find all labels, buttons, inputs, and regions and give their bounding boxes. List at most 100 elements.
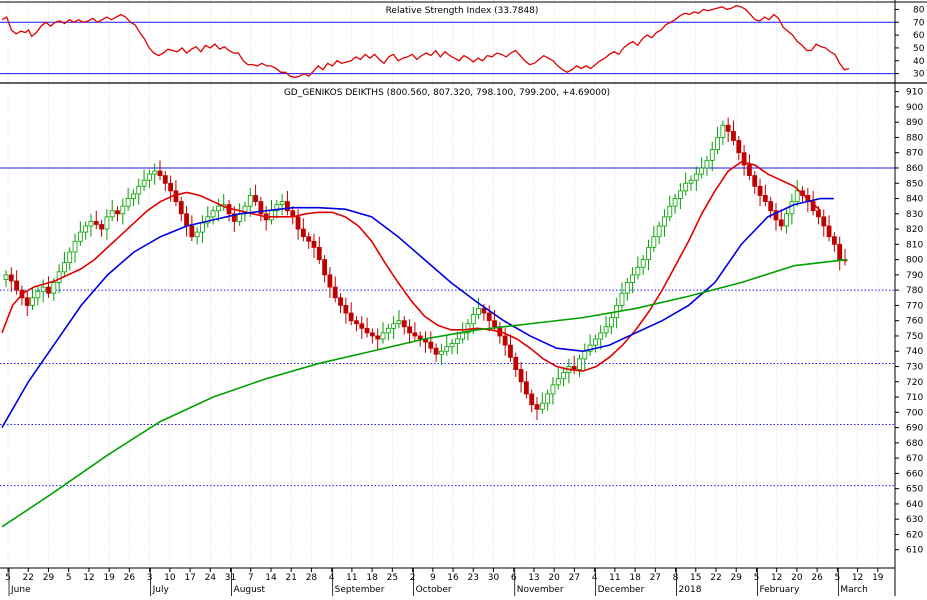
price-tick-label: 720 bbox=[906, 378, 923, 388]
candle-body bbox=[88, 221, 94, 227]
candle-body bbox=[747, 164, 752, 177]
time-tick-label: 22 bbox=[23, 573, 34, 583]
time-tick-label: 4 bbox=[592, 573, 598, 583]
moving-average-line-3 bbox=[1, 258, 848, 528]
candle-body bbox=[141, 179, 147, 187]
month-label: 2018 bbox=[679, 585, 702, 595]
candle-body bbox=[831, 236, 837, 245]
time-tick-label: 16 bbox=[447, 573, 459, 583]
candle-body bbox=[720, 124, 726, 138]
price-tick-label: 760 bbox=[906, 317, 923, 327]
time-tick-label: 5 bbox=[5, 573, 11, 583]
candle-body bbox=[550, 384, 556, 395]
candle-body bbox=[391, 323, 397, 329]
candle-body bbox=[125, 198, 131, 207]
time-tick-label: 11 bbox=[609, 573, 620, 583]
candle-body bbox=[173, 190, 179, 202]
candle-body bbox=[736, 140, 742, 154]
time-tick-label: 26 bbox=[124, 573, 136, 583]
price-tick-label: 780 bbox=[906, 286, 923, 296]
time-tick-label: 25 bbox=[387, 573, 398, 583]
candle-body bbox=[332, 286, 338, 299]
candle-body bbox=[3, 274, 9, 280]
candle-body bbox=[348, 312, 354, 322]
candle-body bbox=[837, 243, 843, 261]
candle-body bbox=[603, 326, 609, 334]
candle-body bbox=[338, 297, 343, 306]
price-tick-label: 750 bbox=[906, 332, 923, 342]
candle-body bbox=[104, 216, 110, 230]
candle-body bbox=[428, 341, 434, 349]
candle-body bbox=[773, 210, 779, 221]
price-panel-title: GD_GENIKOS DEIKTHS (800.560, 807.320, 79… bbox=[284, 88, 610, 98]
rsi-tick-label: 50 bbox=[913, 44, 925, 54]
time-tick-label: 29 bbox=[43, 573, 55, 583]
time-tick-label: 4 bbox=[329, 573, 335, 583]
candle-body bbox=[253, 195, 258, 202]
candle-body bbox=[67, 251, 73, 264]
candle-body bbox=[667, 205, 673, 218]
rsi-tick-label: 70 bbox=[913, 18, 925, 28]
time-tick-label: 20 bbox=[791, 573, 803, 583]
candle-body bbox=[513, 356, 519, 370]
month-label: September bbox=[335, 585, 385, 595]
candle-body bbox=[258, 201, 264, 215]
candle-body bbox=[518, 369, 524, 383]
candle-body bbox=[561, 372, 566, 380]
rsi-panel-title: Relative Strength Index (33.7848) bbox=[386, 6, 539, 16]
candle-body bbox=[375, 335, 381, 340]
candle-body bbox=[401, 320, 407, 328]
candle-body bbox=[184, 213, 189, 227]
candle-body bbox=[311, 240, 317, 248]
candle-body bbox=[444, 346, 450, 352]
candle-body bbox=[619, 292, 625, 306]
candle-body bbox=[433, 347, 439, 355]
candle-body bbox=[8, 274, 14, 282]
price-tick-label: 900 bbox=[906, 103, 923, 113]
candle-body bbox=[784, 213, 789, 227]
candle-body bbox=[417, 335, 423, 340]
price-tick-label: 610 bbox=[906, 546, 923, 556]
candle-body bbox=[359, 323, 365, 329]
time-tick-label: 3 bbox=[147, 573, 153, 583]
candle-body bbox=[752, 175, 758, 187]
candle-body bbox=[83, 225, 89, 233]
candle-body bbox=[539, 402, 545, 410]
price-tick-label: 860 bbox=[906, 164, 923, 174]
price-tick-label: 630 bbox=[906, 515, 923, 525]
candle-body bbox=[476, 308, 482, 315]
price-tick-label: 660 bbox=[906, 469, 923, 479]
candle-body bbox=[40, 286, 46, 293]
candle-body bbox=[99, 224, 104, 230]
candle-body bbox=[157, 170, 163, 177]
price-tick-label: 800 bbox=[906, 256, 923, 266]
time-tick-label: 13 bbox=[528, 573, 539, 583]
candle-body bbox=[343, 305, 349, 314]
candles bbox=[3, 117, 848, 420]
candle-body bbox=[492, 320, 497, 328]
candle-body bbox=[683, 182, 689, 192]
candle-body bbox=[677, 190, 683, 199]
rsi-tick-label: 60 bbox=[913, 31, 925, 41]
candle-body bbox=[465, 323, 471, 334]
price-tick-label: 650 bbox=[906, 485, 923, 495]
candle-body bbox=[216, 205, 221, 212]
candle-body bbox=[731, 130, 736, 141]
candle-body bbox=[789, 201, 795, 215]
candle-body bbox=[131, 193, 136, 199]
candle-body bbox=[651, 236, 657, 248]
month-label: October bbox=[416, 585, 452, 595]
candle-body bbox=[51, 282, 57, 294]
candle-body bbox=[162, 175, 168, 184]
candle-body bbox=[200, 222, 205, 233]
candle-body bbox=[794, 190, 800, 202]
month-label: March bbox=[840, 585, 867, 595]
time-tick-label: 5 bbox=[834, 573, 840, 583]
candle-body bbox=[322, 259, 328, 276]
time-tick-label: 10 bbox=[164, 573, 176, 583]
price-tick-label: 620 bbox=[906, 530, 923, 540]
candle-body bbox=[640, 259, 646, 268]
